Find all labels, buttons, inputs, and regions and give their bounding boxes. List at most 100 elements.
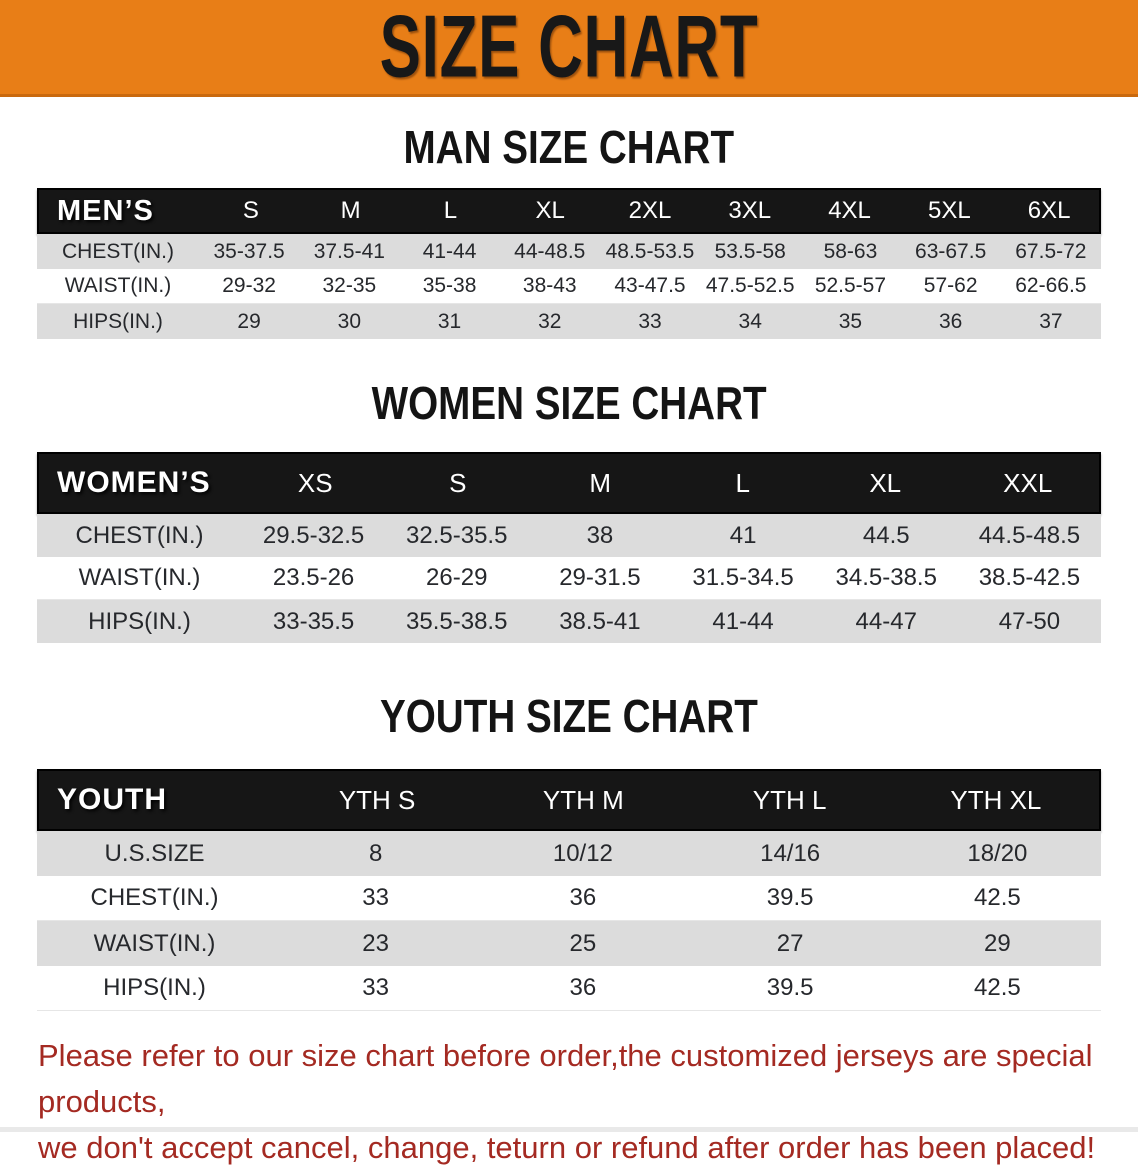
- size-value-cell: 34.5-38.5: [835, 564, 937, 591]
- size-value-cell: 44-48.5: [514, 239, 586, 263]
- size-column-header: M: [340, 197, 361, 224]
- size-value-cell: 57-62: [923, 274, 978, 297]
- size-column-header: M: [589, 467, 612, 498]
- size-column-header: XS: [297, 467, 333, 498]
- table-row: WAIST(IN.) 23.5-26 26-29 29-31.5 31.5-34.5 34…: [37, 557, 1101, 600]
- row-label: WAIST(IN.): [93, 929, 216, 957]
- size-value-cell: 63-67.5: [915, 239, 987, 263]
- youth-size-section: YOUTH SIZE CHART YOUTH YTH S YTH M YTH L YTH…: [0, 689, 1138, 1011]
- size-value-cell: 25: [569, 929, 597, 957]
- size-column-header: YTH M: [542, 784, 624, 815]
- size-value-cell: 31: [437, 309, 462, 333]
- size-value-cell: 18/20: [967, 839, 1028, 867]
- size-column-header: YTH L: [752, 784, 827, 815]
- size-value-cell: 35: [838, 309, 863, 333]
- size-column-header: 4XL: [828, 197, 871, 224]
- size-value-cell: 39.5: [766, 884, 814, 911]
- size-column-header: 2XL: [628, 197, 672, 224]
- size-chart-banner: SIZE CHART: [0, 0, 1138, 97]
- size-value-cell: 35.5-38.5: [406, 607, 508, 635]
- row-label: CHEST(IN.): [75, 521, 204, 549]
- disclaimer-line-1: Please refer to our size chart before or…: [38, 1038, 1093, 1119]
- size-value-cell: 36: [569, 974, 597, 1001]
- size-value-cell: 36: [569, 884, 597, 911]
- size-value-cell: 29-32: [222, 274, 276, 297]
- youth-section-heading: YOUTH SIZE CHART: [0, 689, 1138, 743]
- size-column-header: S: [449, 467, 467, 498]
- size-value-cell: 10/12: [552, 839, 613, 867]
- table-row: CHEST(IN.) 35-37.5 37.5-41 41-44 44-48.5 48.5…: [37, 234, 1101, 269]
- size-value-cell: 8: [368, 839, 383, 867]
- size-value-cell: 42.5: [974, 884, 1021, 911]
- men-section-heading-text: MAN SIZE CHART: [403, 121, 735, 173]
- size-value-cell: 35-37.5: [213, 239, 285, 263]
- size-value-cell: 35-38: [422, 274, 477, 297]
- size-value-cell: 41: [729, 521, 757, 549]
- table-header-bar: WOMEN’S XS S M L XL XXL: [37, 452, 1101, 514]
- youth-size-table: YOUTH YTH S YTH M YTH L YTH XL U.S.SIZE 8 10/12…: [37, 769, 1101, 1011]
- women-size-table: WOMEN’S XS S M L XL XXL CHEST(IN.) 29.5-32.5 32.5…: [37, 452, 1101, 643]
- size-value-cell: 27: [776, 929, 804, 957]
- women-size-section: WOMEN SIZE CHART WOMEN’S XS S M L XL XXL CHEST(…: [0, 376, 1138, 643]
- men-size-table: MEN’S S M L XL 2XL 3XL 4XL 5XL 6XL CHEST(IN.) 35-37…: [37, 188, 1101, 339]
- table-group-label: YOUTH: [57, 783, 167, 816]
- size-value-cell: 29.5-32.5: [262, 521, 365, 549]
- size-column-header: L: [735, 467, 750, 498]
- size-column-header: 5XL: [927, 197, 971, 224]
- size-value-cell: 32.5-35.5: [406, 521, 508, 549]
- size-value-cell: 31.5-34.5: [692, 564, 794, 591]
- size-value-cell: 44.5-48.5: [978, 521, 1081, 549]
- men-size-section: MAN SIZE CHART MEN’S S M L XL 2XL 3XL 4XL 5XL 6XL…: [0, 120, 1138, 339]
- size-value-cell: 58-63: [823, 239, 878, 263]
- table-group-label: MEN’S: [57, 194, 154, 227]
- size-value-cell: 38-43: [522, 274, 577, 297]
- size-value-cell: 48.5-53.5: [605, 239, 695, 263]
- size-value-cell: 47.5-52.5: [705, 274, 795, 297]
- size-value-cell: 67.5-72: [1015, 239, 1087, 263]
- size-column-header: S: [242, 197, 259, 224]
- women-section-heading-text: WOMEN SIZE CHART: [371, 377, 767, 429]
- size-value-cell: 26-29: [426, 564, 488, 591]
- table-row: HIPS(IN.) 29 30 31 32 33 34 35 36 37: [37, 304, 1101, 339]
- size-column-header: YTH S: [338, 784, 416, 815]
- size-value-cell: 37.5-41: [313, 239, 385, 263]
- size-value-cell: 44.5: [862, 521, 910, 549]
- size-value-cell: 41-44: [422, 239, 477, 263]
- size-value-cell: 47-50: [998, 607, 1061, 635]
- size-column-header: XL: [535, 197, 565, 224]
- table-header-bar: MEN’S S M L XL 2XL 3XL 4XL 5XL 6XL: [37, 188, 1101, 234]
- size-value-cell: 38: [586, 521, 614, 549]
- size-value-cell: 32: [538, 309, 562, 333]
- size-value-cell: 23: [362, 929, 389, 957]
- row-label: HIPS(IN.): [73, 309, 163, 333]
- row-label: WAIST(IN.): [64, 274, 172, 297]
- table-row: CHEST(IN.) 29.5-32.5 32.5-35.5 38 41 44.5 44.5…: [37, 514, 1101, 557]
- table-row: HIPS(IN.) 33-35.5 35.5-38.5 38.5-41 41-44 44-…: [37, 600, 1101, 643]
- size-value-cell: 53.5-58: [714, 239, 786, 263]
- table-row: U.S.SIZE 8 10/12 14/16 18/20: [37, 831, 1101, 876]
- row-label: U.S.SIZE: [104, 839, 205, 867]
- size-value-cell: 38.5-42.5: [978, 564, 1081, 591]
- size-value-cell: 33-35.5: [272, 607, 355, 635]
- banner-title: SIZE CHART: [379, 0, 759, 96]
- table-row: WAIST(IN.) 23 25 27 29: [37, 921, 1101, 966]
- row-label: HIPS(IN.): [103, 974, 206, 1001]
- size-column-header: L: [443, 197, 458, 224]
- size-value-cell: 41-44: [712, 607, 774, 635]
- table-header-bar: YOUTH YTH S YTH M YTH L YTH XL: [37, 769, 1101, 831]
- men-section-heading: MAN SIZE CHART: [0, 120, 1138, 174]
- women-section-heading: WOMEN SIZE CHART: [0, 376, 1138, 430]
- bottom-edge-strip: [0, 1127, 1138, 1132]
- size-value-cell: 29: [984, 929, 1011, 957]
- row-label: CHEST(IN.): [62, 239, 174, 263]
- size-value-cell: 33: [362, 884, 389, 911]
- size-value-cell: 29: [237, 309, 261, 333]
- size-value-cell: 33: [362, 974, 389, 1001]
- size-value-cell: 52.5-57: [814, 274, 887, 297]
- size-value-cell: 43-47.5: [614, 274, 686, 297]
- row-label: HIPS(IN.): [88, 607, 191, 635]
- table-row: HIPS(IN.) 33 36 39.5 42.5: [37, 966, 1101, 1011]
- size-value-cell: 34: [738, 309, 762, 333]
- size-value-cell: 62-66.5: [1015, 274, 1087, 297]
- size-column-header: YTH XL: [950, 784, 1042, 815]
